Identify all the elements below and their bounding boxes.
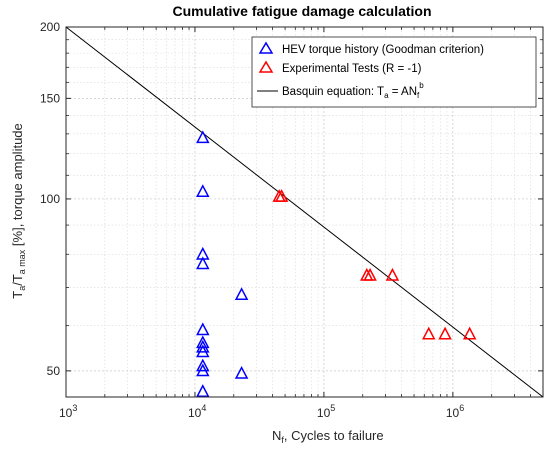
experimental-data-point: [421, 326, 436, 340]
y-tick-label: 50: [47, 364, 61, 378]
legend-red-triangle-icon: [258, 60, 274, 73]
hev-data-point: [234, 365, 249, 379]
basquin-line-layer: [65, 26, 544, 398]
basquin-line: [65, 26, 544, 398]
y-tick-label: 200: [40, 20, 60, 34]
hev-data-point: [196, 322, 210, 336]
hev-data-point: [234, 287, 249, 301]
hev-data-point: [196, 130, 210, 144]
hev-data-point: [196, 184, 210, 198]
hev-data-point: [196, 256, 210, 270]
plot-frame: [65, 26, 544, 398]
experimental-data-point: [438, 326, 452, 340]
x-tick-label: 103: [59, 403, 77, 420]
hev-data-point: [196, 384, 210, 397]
experimental-data-point: [385, 267, 400, 281]
x-tick-label: 106: [446, 403, 464, 420]
x-tick-label: 104: [188, 403, 206, 420]
y-tick-label: 150: [40, 91, 60, 105]
chart-title: Cumulative fatigue damage calculation: [172, 3, 431, 19]
y-tick-label: 100: [40, 192, 60, 206]
experimental-data-point: [363, 267, 377, 281]
experimental-data-point: [274, 189, 289, 202]
legend: HEV torque history (Goodman criterion) E…: [251, 36, 537, 108]
x-tick-labels: 103 104 105 106: [59, 403, 464, 420]
experimental-data-point: [462, 326, 477, 340]
hev-data-point: [196, 363, 210, 377]
legend-entry-experimental: Experimental Tests (R = -1): [282, 63, 422, 75]
legend-blue-triangle-icon: [258, 41, 274, 54]
y-tick-labels: 50 100 150 200: [40, 20, 60, 378]
hev-data-point: [196, 358, 210, 372]
x-tick-label: 105: [317, 403, 335, 420]
x-axis-label: Nf, Cycles to failure: [272, 428, 384, 445]
legend-box: [251, 36, 537, 108]
y-axis-label-group: Ta/Ta max [%], torque amplitude: [10, 123, 27, 299]
legend-entry-basquin: Basquin equation: Ta = ANfb: [282, 81, 424, 100]
y-axis-label: Ta/Ta max [%], torque amplitude: [10, 123, 27, 299]
hev-data-point: [196, 339, 210, 353]
legend-entry-hev: HEV torque history (Goodman criterion): [282, 44, 484, 56]
hev-data-point: [196, 344, 210, 358]
axis-ticks: [65, 26, 544, 397]
marker-layer: [196, 130, 477, 397]
